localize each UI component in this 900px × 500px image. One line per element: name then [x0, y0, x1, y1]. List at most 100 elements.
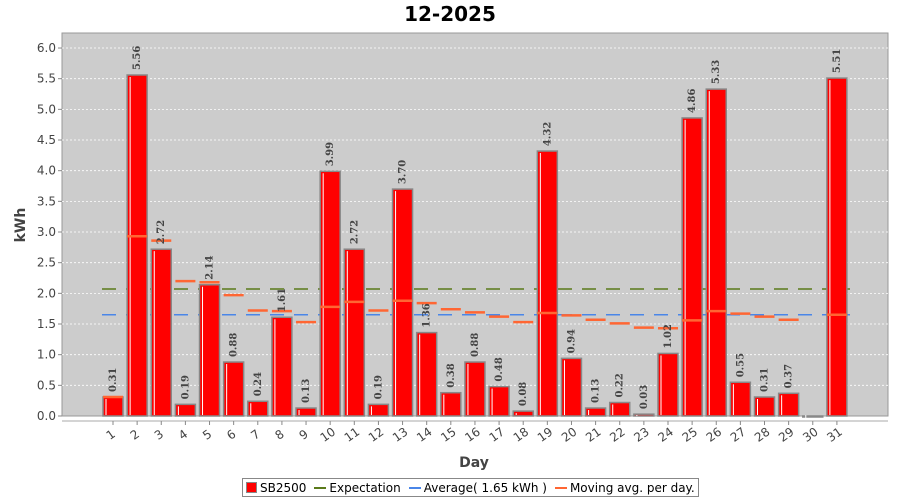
bar [802, 415, 824, 418]
legend-label: Moving avg. per day. [569, 480, 695, 495]
bar [777, 392, 800, 417]
y-tick-label: 4.0 [37, 164, 56, 178]
bar [584, 407, 607, 417]
bar [826, 77, 848, 417]
x-tick-label: 5 [200, 427, 214, 443]
legend: SB2500 Expectation Average( 1.65 kWh ) Movi… [242, 478, 699, 497]
bar [729, 381, 752, 417]
bar [343, 248, 366, 417]
bar [633, 413, 655, 417]
y-tick-label: 1.5 [37, 317, 56, 331]
bar [391, 188, 414, 417]
data-label: 0.03 [639, 385, 650, 409]
y-tick-label: 1.0 [37, 348, 56, 362]
bar [512, 410, 534, 417]
x-tick-label: 6 [224, 427, 238, 443]
x-tick-label: 14 [414, 425, 435, 445]
bar [536, 150, 559, 417]
x-tick-label: 2 [128, 427, 142, 443]
y-tick-label: 5.0 [37, 102, 56, 116]
x-tick-label: 21 [583, 425, 604, 445]
y-tick-label: 2.0 [37, 286, 56, 300]
x-tick-label: 15 [438, 425, 459, 445]
x-tick-label: 23 [631, 425, 652, 445]
y-tick-label: 6.0 [37, 41, 56, 55]
data-label: 4.32 [542, 122, 553, 146]
x-tick-label: 19 [535, 425, 556, 445]
bar [150, 248, 173, 417]
data-label: 0.22 [615, 373, 626, 397]
bar [753, 396, 776, 417]
x-tick-label: 27 [728, 425, 749, 445]
data-label: 0.19 [180, 375, 191, 399]
x-tick-label: 10 [318, 425, 339, 445]
x-tick-label: 13 [390, 425, 411, 445]
data-label: 0.24 [253, 372, 264, 396]
x-tick-label: 25 [680, 425, 701, 445]
data-label: 2.14 [205, 255, 216, 279]
x-tick-label: 8 [272, 427, 286, 443]
legend-swatch-line [314, 486, 327, 489]
bar [222, 361, 245, 417]
data-label: 0.13 [301, 379, 312, 403]
y-tick-label: 0.0 [37, 409, 56, 423]
bar [464, 361, 486, 417]
y-tick-label: 3.0 [37, 225, 56, 239]
legend-item: Average( 1.65 kWh ) [408, 480, 547, 495]
x-tick-label: 7 [248, 427, 262, 443]
data-label: 0.55 [735, 353, 746, 377]
y-tick-label: 0.5 [37, 378, 56, 392]
data-label: 0.08 [518, 382, 529, 406]
x-tick-label: 9 [297, 427, 311, 443]
y-tick-label: 5.5 [37, 72, 56, 86]
bar [126, 74, 148, 417]
bar [705, 88, 727, 417]
data-label: 0.37 [784, 364, 795, 388]
data-label: 1.02 [663, 324, 674, 348]
data-label: 0.94 [566, 329, 577, 353]
legend-swatch-line [408, 486, 421, 489]
x-tick-label: 17 [487, 425, 508, 445]
x-tick-label: 30 [800, 425, 821, 445]
data-label: 4.86 [687, 89, 698, 113]
data-label: 1.61 [277, 288, 288, 312]
chart-title: 12-2025 [404, 2, 496, 26]
bar [608, 401, 631, 417]
bar [657, 352, 679, 417]
legend-swatch-box [246, 482, 257, 493]
x-tick-label: 22 [607, 425, 628, 445]
legend-label: Average( 1.65 kWh ) [423, 480, 547, 495]
x-tick-label: 11 [342, 425, 363, 445]
data-label: 0.48 [494, 357, 505, 381]
x-tick-label: 26 [704, 425, 725, 445]
data-label: 0.31 [108, 368, 119, 392]
data-label: 0.88 [229, 333, 240, 357]
legend-item: SB2500 [246, 481, 306, 495]
y-tick-label: 4.5 [37, 133, 56, 147]
bar [271, 316, 293, 417]
bar [174, 403, 197, 417]
bar [247, 400, 269, 417]
y-tick-label: 3.5 [37, 194, 56, 208]
legend-item: Expectation [314, 481, 401, 495]
bar [488, 385, 510, 417]
data-label: 2.72 [156, 220, 167, 244]
x-tick-label: 12 [366, 425, 387, 445]
x-tick-label: 4 [176, 427, 190, 443]
legend-swatch-line [554, 486, 567, 489]
data-label: 0.38 [446, 363, 457, 387]
legend-label: SB2500 [260, 480, 307, 495]
data-label: 5.33 [711, 60, 722, 84]
data-label: 0.31 [760, 368, 771, 392]
bar [198, 284, 221, 417]
x-tick-label: 20 [559, 425, 580, 445]
data-label: 3.70 [398, 160, 409, 184]
data-label: 0.13 [591, 379, 602, 403]
x-tick-label: 28 [752, 425, 773, 445]
y-tick-label: 2.5 [37, 256, 56, 270]
bar [319, 170, 341, 417]
data-label: 5.56 [132, 46, 143, 70]
data-label: 5.51 [832, 49, 843, 73]
